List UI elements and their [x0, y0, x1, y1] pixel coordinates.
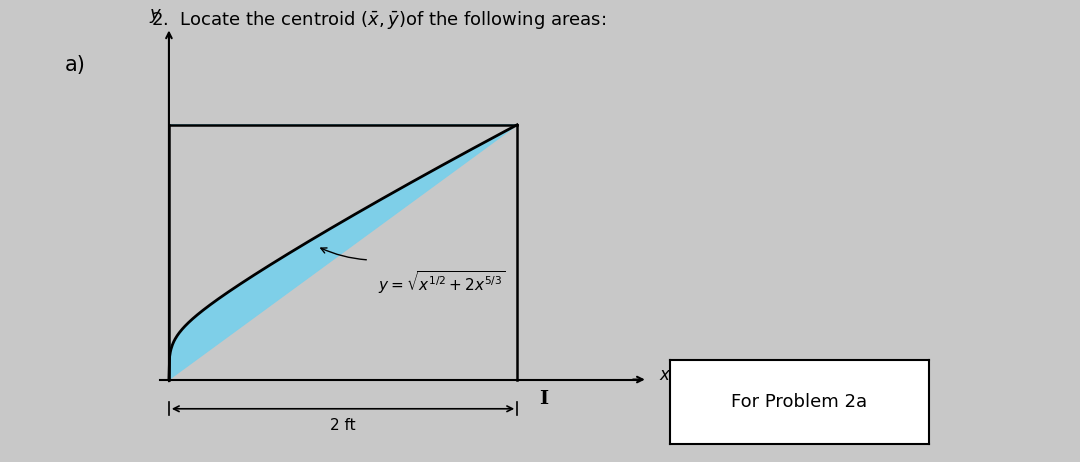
Text: $y = \sqrt{x^{1/2} + 2x^{5/3}}$: $y = \sqrt{x^{1/2} + 2x^{5/3}}$ — [378, 269, 505, 296]
Text: For Problem 2a: For Problem 2a — [731, 393, 867, 411]
Text: y: y — [150, 5, 160, 23]
Text: x: x — [660, 366, 670, 384]
Text: 2.  Locate the centroid ($\bar{x}, \bar{y}$)of the following areas:: 2. Locate the centroid ($\bar{x}, \bar{y… — [151, 9, 606, 31]
Text: I: I — [539, 390, 548, 408]
Text: 2 ft: 2 ft — [330, 418, 355, 433]
Text: a): a) — [65, 55, 85, 75]
Polygon shape — [168, 125, 517, 379]
